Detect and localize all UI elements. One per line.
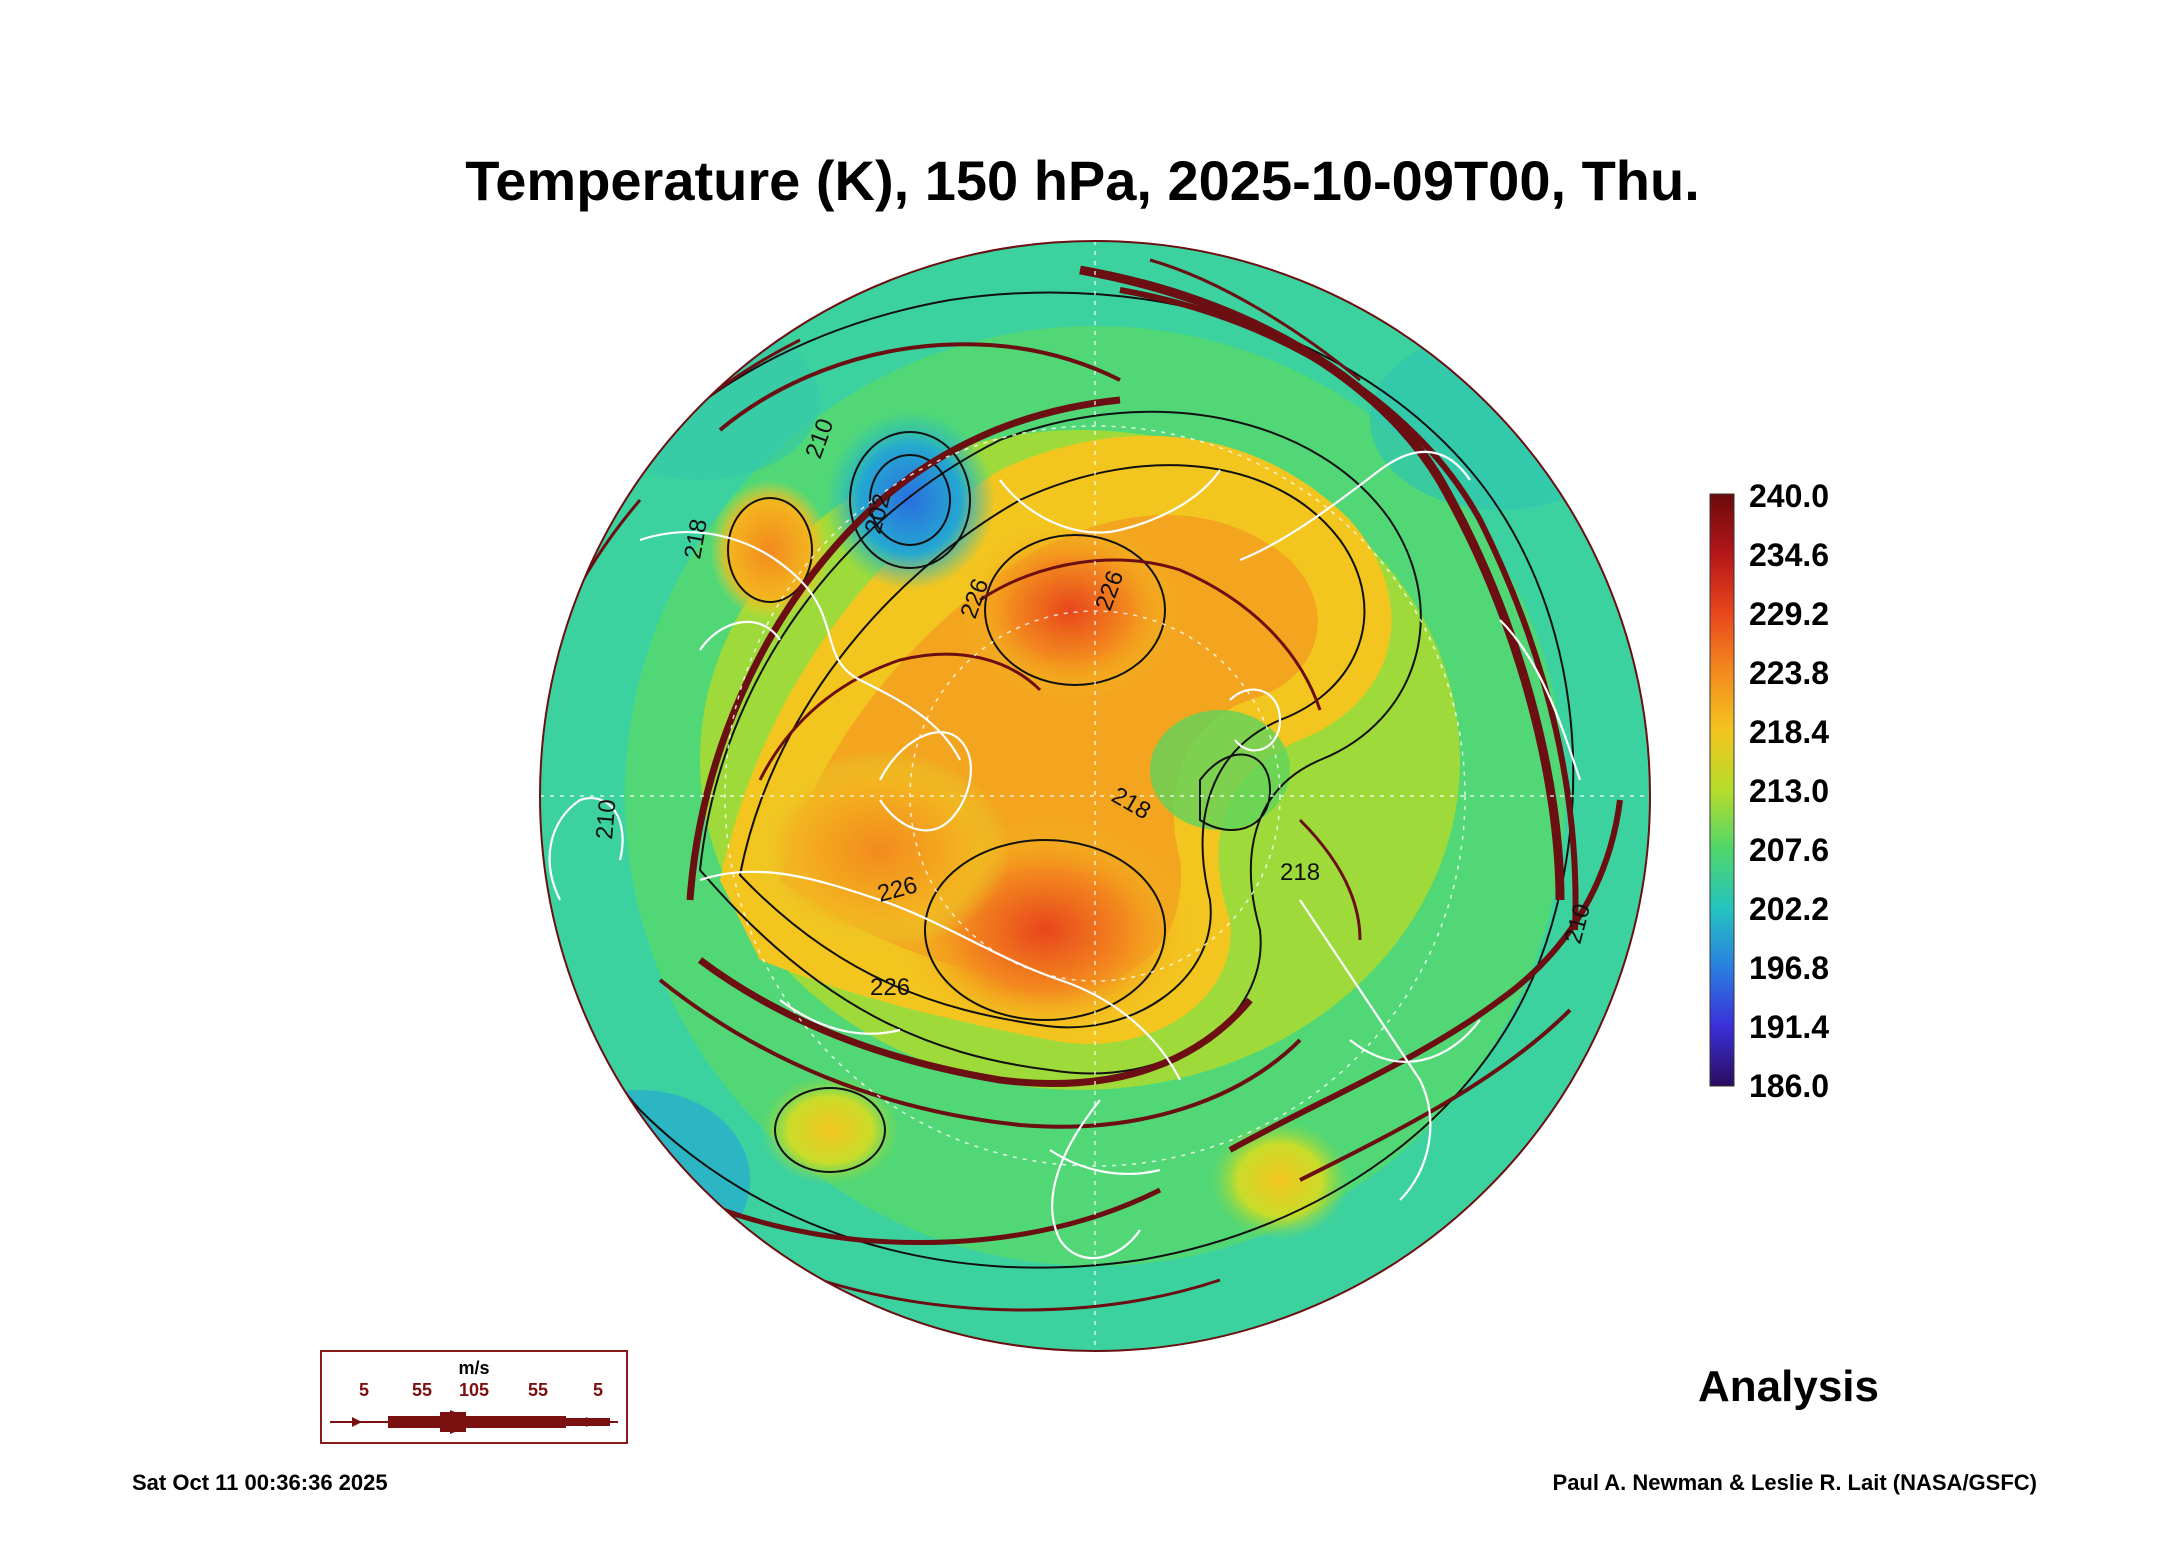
colorbar <box>1709 493 1735 1087</box>
wind-speed-legend: m/s 5 55 105 55 5 <box>320 1350 628 1444</box>
wind-legend-value: 5 <box>358 1380 370 1400</box>
contour-label: 218 <box>1280 859 1320 886</box>
colorbar-label: 207.6 <box>1749 832 1830 868</box>
colorbar-label: 186.0 <box>1749 1068 1830 1104</box>
temperature-field <box>540 241 1650 1351</box>
colorbar-label: 202.2 <box>1749 891 1830 927</box>
colorbar-label: 234.6 <box>1749 537 1830 573</box>
wind-legend-value: 55 <box>411 1380 433 1400</box>
contour-label: 210 <box>591 798 621 840</box>
colorbar-label: 213.0 <box>1749 773 1830 809</box>
timestamp: Sat Oct 11 00:36:36 2025 <box>132 1470 388 1495</box>
colorbar-label: 191.4 <box>1749 1009 1830 1045</box>
credit: Paul A. Newman & Leslie R. Lait (NASA/GS… <box>1552 1470 2037 1495</box>
analysis-label: Analysis <box>1698 1362 1879 1411</box>
colorbar-label: 240.0 <box>1749 478 1830 514</box>
wind-legend-unit: m/s <box>458 1358 490 1378</box>
colorbar-label: 218.4 <box>1749 714 1830 750</box>
wind-legend-value: 105 <box>458 1380 490 1400</box>
globe-outline <box>539 240 1651 1352</box>
graticule <box>540 241 1650 1351</box>
contour-label: 226 <box>870 974 910 1001</box>
plot-title: Temperature (K), 150 hPa, 2025-10-09T00,… <box>465 149 1700 212</box>
wind-legend-arrow <box>330 1410 618 1434</box>
coastlines <box>548 450 1582 1260</box>
colorbar-label: 229.2 <box>1749 596 1830 632</box>
colorbar-label: 196.8 <box>1749 950 1830 986</box>
colorbar-label: 223.8 <box>1749 655 1830 691</box>
wind-legend-value: 5 <box>592 1380 604 1400</box>
wind-legend-value: 55 <box>527 1380 549 1400</box>
